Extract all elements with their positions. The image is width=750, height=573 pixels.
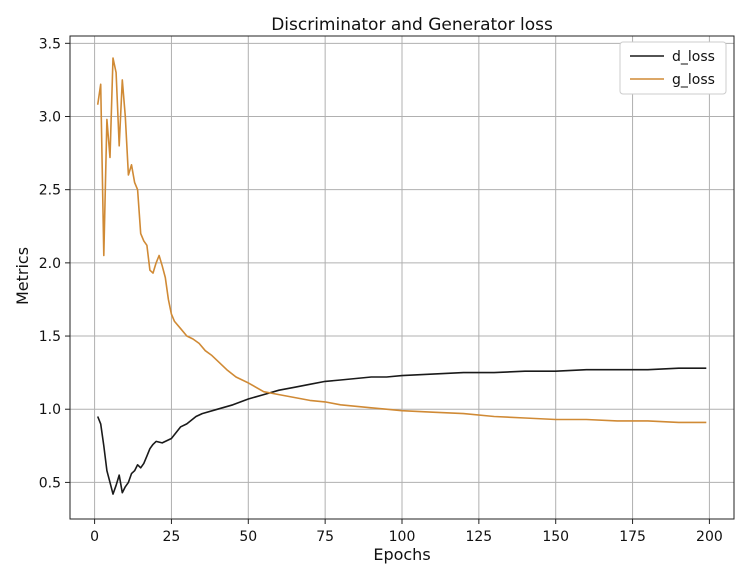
y-tick-label: 1.5: [39, 329, 61, 345]
x-tick-label: 150: [542, 529, 569, 545]
y-axis-label: Metrics: [13, 247, 32, 305]
x-tick-label: 0: [90, 529, 99, 545]
series-lines: [96, 57, 707, 495]
x-tick-label: 25: [163, 529, 181, 545]
y-tick-label: 2.0: [39, 256, 61, 272]
y-tick-label: 3.0: [39, 110, 61, 126]
y-tick-label: 0.5: [39, 475, 61, 491]
grid: [70, 36, 734, 519]
y-tick-label: 2.5: [39, 183, 61, 199]
series-line-d-loss: [96, 367, 707, 495]
y-tick-label: 3.5: [39, 36, 61, 52]
x-axis-label: Epochs: [373, 545, 430, 564]
y-tick-label: 1.0: [39, 402, 61, 418]
x-tick-label: 175: [619, 529, 646, 545]
x-tick-label: 75: [316, 529, 334, 545]
legend-label-g-loss: g_loss: [672, 72, 715, 88]
legend-box: [619, 41, 727, 95]
x-tick-label: 125: [465, 529, 492, 545]
chart-title: Discriminator and Generator loss: [271, 15, 553, 35]
x-tick-label: 100: [389, 529, 416, 545]
legend-label-d-loss: d_loss: [672, 49, 715, 65]
axes: 0 25 50 75 100 125 150 175 200 0.5 1.0 1.5 2.0 2.5 3.0…: [39, 35, 735, 545]
x-tick-label: 50: [239, 529, 257, 545]
legend: d_loss g_loss: [619, 41, 727, 95]
series-line-g-loss: [96, 57, 707, 424]
x-tick-label: 200: [696, 529, 723, 545]
